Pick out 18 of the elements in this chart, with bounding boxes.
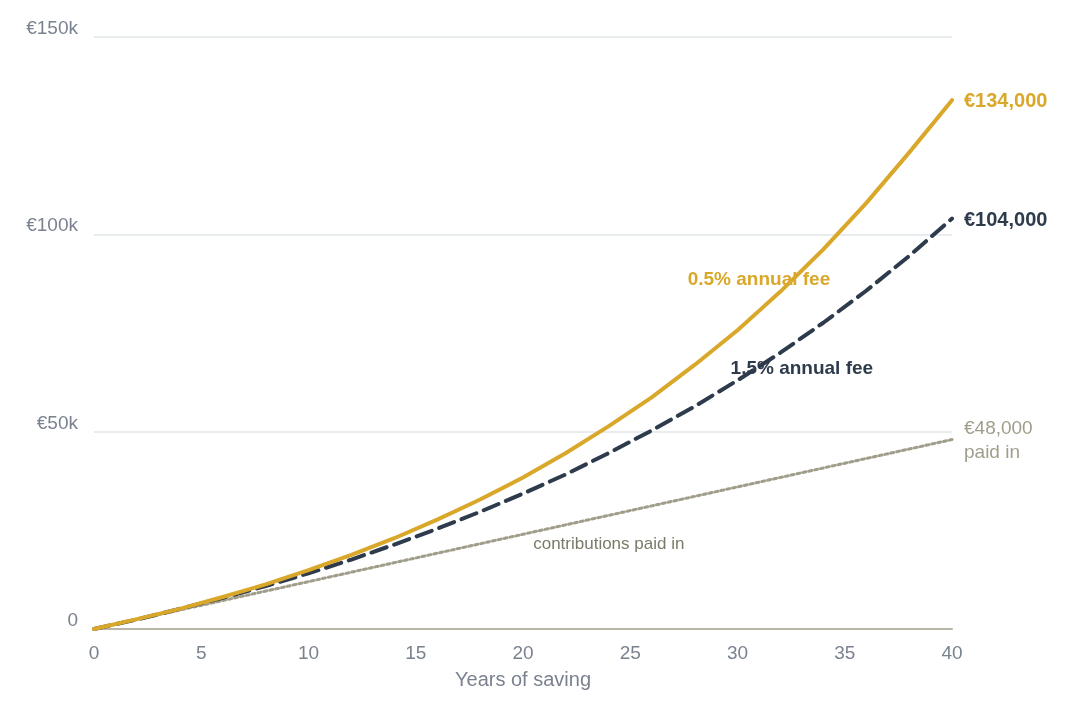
x-tick-label: 40: [941, 642, 963, 663]
x-tick-label: 25: [619, 642, 641, 663]
data-label: €134,000: [964, 89, 1048, 112]
y-tick-label: 0: [67, 609, 78, 630]
x-axis-title: Years of saving: [454, 668, 592, 690]
y-tick-label: €150k: [26, 17, 79, 38]
x-tick-label: 20: [512, 642, 534, 663]
data-label: €104,000: [964, 207, 1048, 230]
x-tick-label: 5: [195, 642, 207, 663]
series-label: contributions paid in: [533, 533, 685, 553]
x-tick-label: 0: [88, 642, 100, 663]
data-label: €48,000 paid in: [964, 417, 1033, 463]
x-tick-label: 15: [405, 642, 427, 663]
y-tick-label: €50k: [36, 411, 79, 433]
y-tick-label: €100k: [26, 214, 79, 236]
x-tick-label: 10: [297, 642, 320, 663]
x-tick-label: 35: [834, 642, 856, 663]
x-tick-label: 30: [726, 642, 749, 663]
